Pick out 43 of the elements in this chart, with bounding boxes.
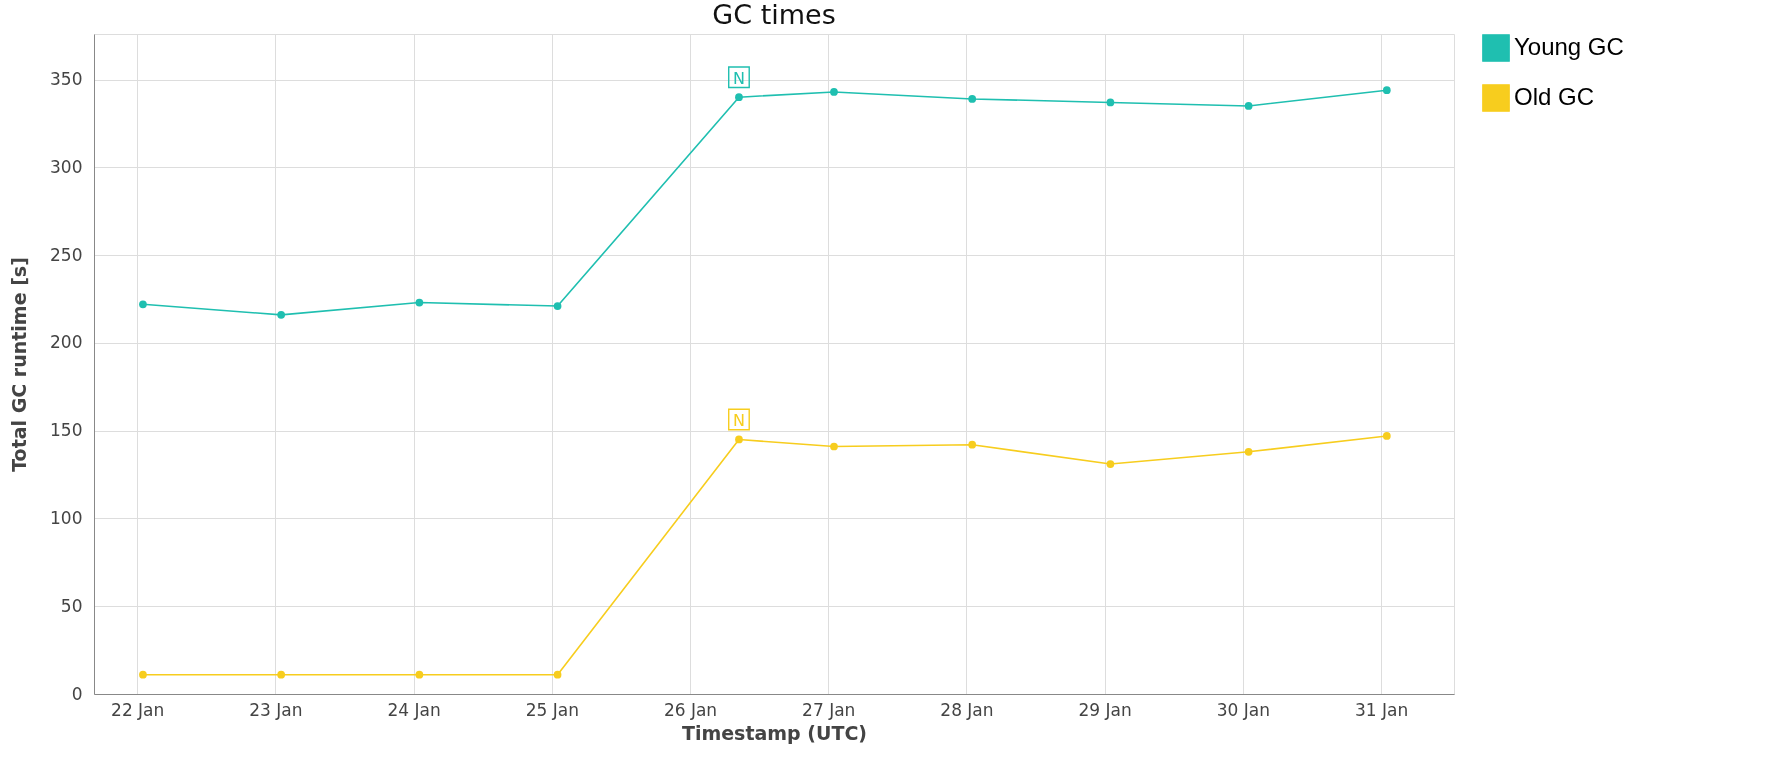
x-tick-label: 23 Jan: [249, 699, 303, 720]
point: [968, 440, 977, 449]
x-tick-label: 28 Jan: [940, 699, 994, 720]
x-tick-label: 25 Jan: [525, 699, 579, 720]
point: [1244, 102, 1253, 110]
point: [277, 310, 286, 319]
point: [830, 88, 838, 96]
point: [415, 298, 424, 307]
x-tick-label: 24 Jan: [387, 699, 441, 720]
y-tick-label: 100: [50, 507, 83, 528]
y-tick-label: 250: [50, 244, 83, 265]
x-tick-label: 26 Jan: [663, 699, 718, 720]
annotation: N: [732, 69, 745, 89]
legend-label: Young GC: [1514, 33, 1624, 60]
point: [1382, 86, 1391, 95]
annotation: N: [732, 411, 745, 431]
y-tick-label: 0: [71, 683, 83, 704]
y-axis-title: Total GC runtime [s]: [8, 257, 31, 472]
x-axis-title: Timestamp (UTC): [681, 721, 868, 744]
legend-label: Old GC: [1514, 83, 1595, 110]
point: [830, 442, 838, 451]
point: [1244, 447, 1253, 456]
point: [553, 302, 562, 310]
point: [415, 670, 424, 679]
y-tick-label: 350: [50, 69, 83, 90]
point: [1106, 460, 1115, 468]
y-tick-label: 150: [50, 420, 83, 441]
chart-title: GC times: [712, 0, 836, 30]
point: [139, 300, 147, 309]
point: [277, 670, 286, 679]
y-tick-label: 300: [50, 156, 83, 177]
point: [139, 670, 147, 679]
point: [1382, 432, 1391, 440]
point: [968, 95, 977, 103]
x-tick-label: 27 Jan: [802, 699, 856, 720]
x-tick-label: 22 Jan: [111, 699, 165, 720]
point: [553, 670, 562, 679]
x-tick-label: 29 Jan: [1078, 699, 1132, 720]
y-tick-label: 50: [60, 595, 83, 616]
point: [1106, 98, 1115, 107]
x-tick-label: 30 Jan: [1216, 699, 1270, 720]
y-tick-label: 200: [50, 332, 83, 353]
x-tick-label: 31 Jan: [1354, 699, 1409, 720]
